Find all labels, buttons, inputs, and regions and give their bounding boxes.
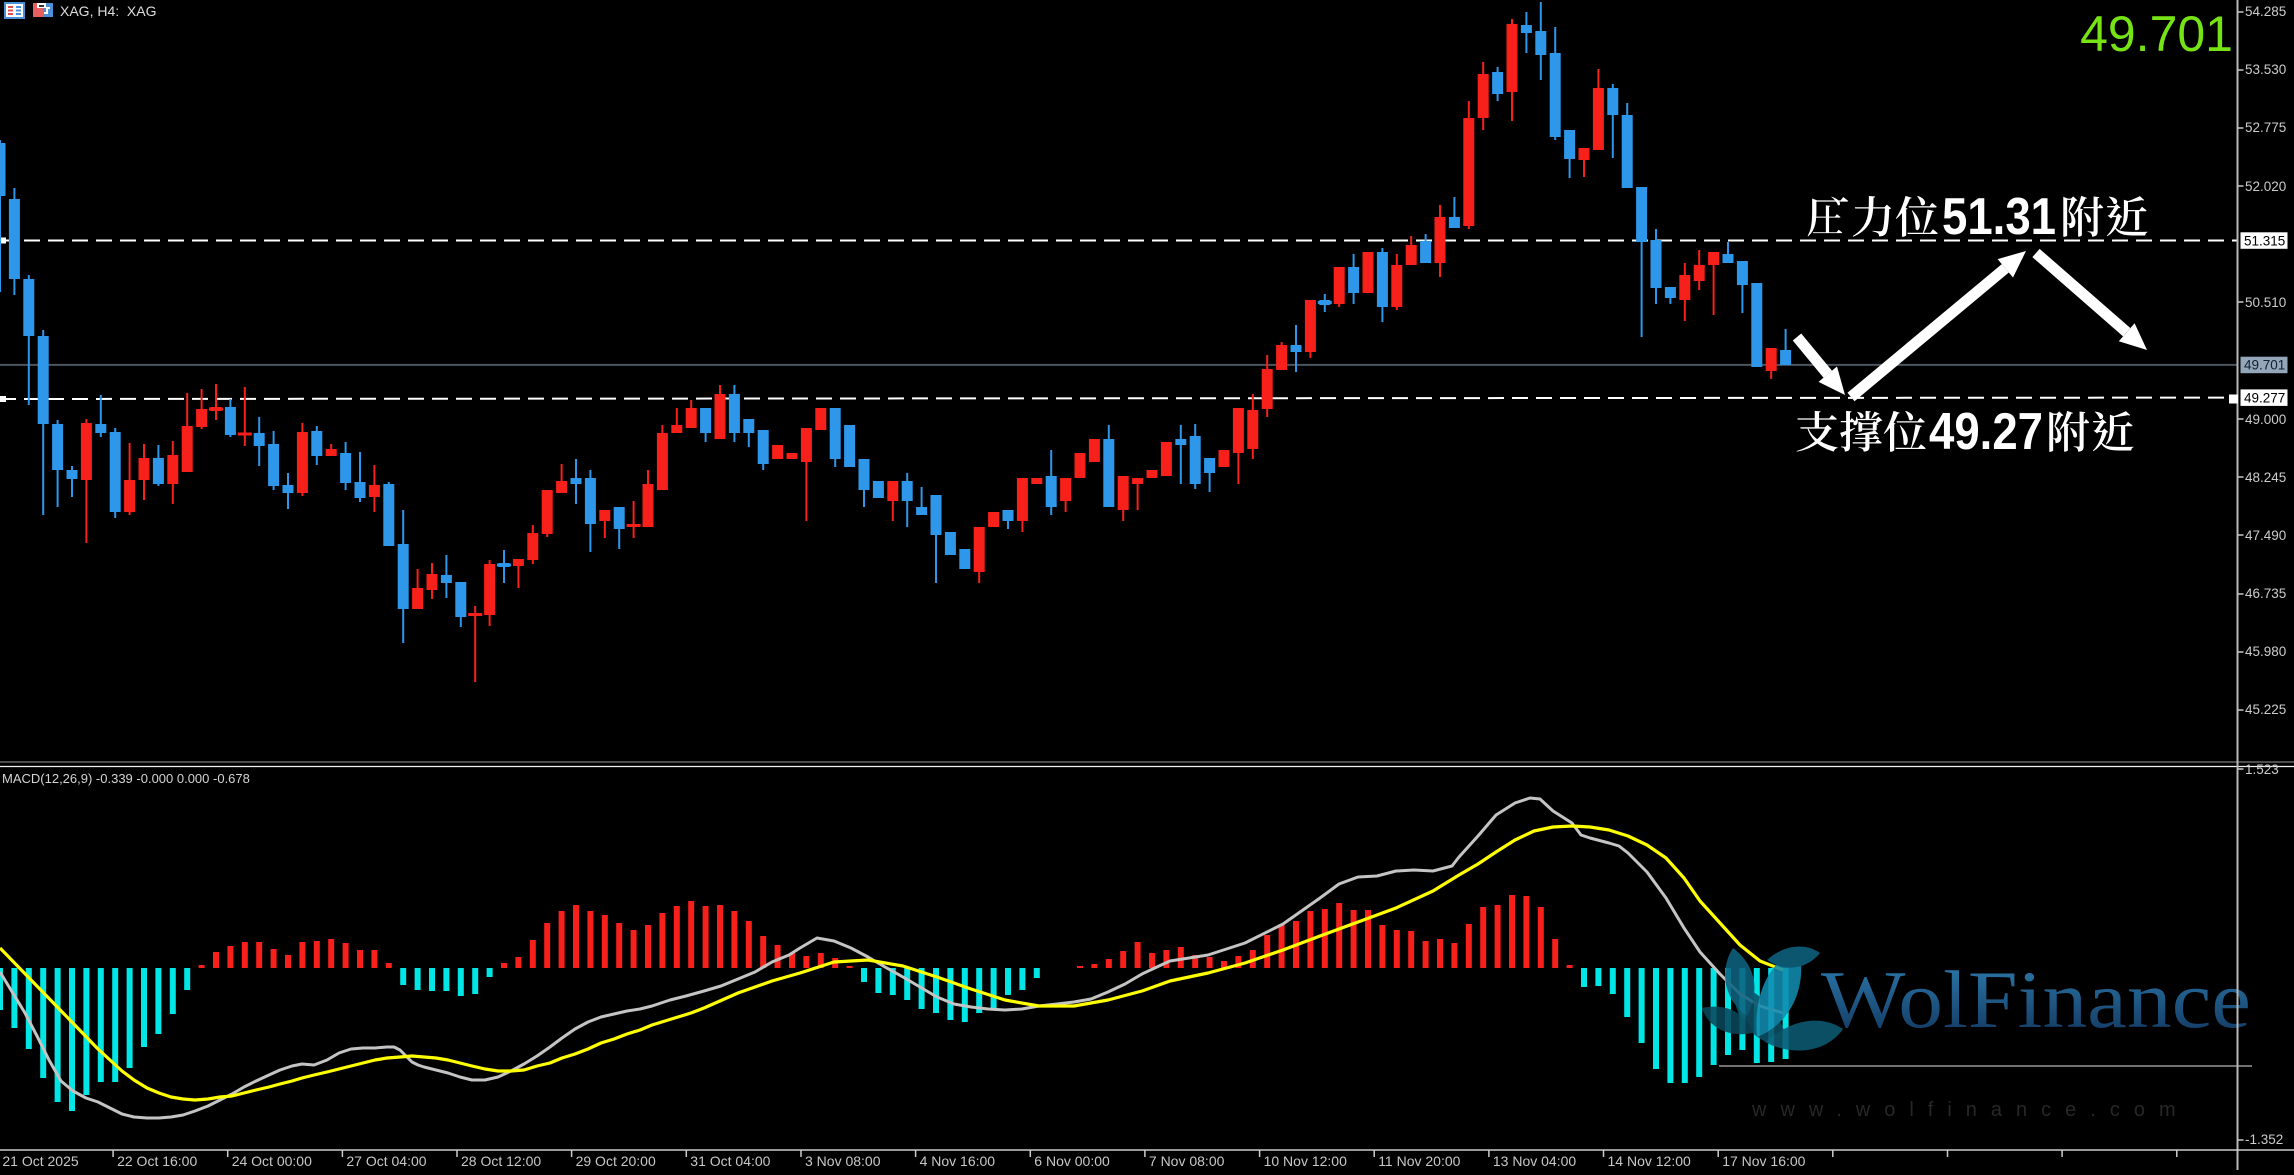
svg-text:10 Nov 12:00: 10 Nov 12:00 [1264,1153,1347,1169]
svg-text:52.020: 52.020 [2245,179,2286,194]
svg-text:7 Nov 08:00: 7 Nov 08:00 [1149,1153,1225,1169]
svg-text:-1.352: -1.352 [2245,1132,2283,1147]
svg-text:29 Oct 20:00: 29 Oct 20:00 [576,1153,656,1169]
svg-text:45.225: 45.225 [2245,702,2286,717]
svg-text:3 Nov 08:00: 3 Nov 08:00 [805,1153,881,1169]
svg-text:51.31: 51.31 [1942,188,2056,246]
svg-text:49.000: 49.000 [2245,412,2286,427]
svg-text:31 Oct 04:00: 31 Oct 04:00 [690,1153,770,1169]
svg-text:45.980: 45.980 [2245,644,2286,659]
svg-text:49.701: 49.701 [2244,358,2285,373]
svg-text:50.510: 50.510 [2245,295,2286,310]
svg-text:XAG, H4: XAG: XAG, H4: XAG [60,3,156,19]
svg-text:49.27: 49.27 [1929,403,2043,461]
svg-text:14 Nov 12:00: 14 Nov 12:00 [1608,1153,1691,1169]
svg-text:52.775: 52.775 [2245,120,2286,135]
svg-text:4 Nov 16:00: 4 Nov 16:00 [920,1153,996,1169]
svg-text:27 Oct 04:00: 27 Oct 04:00 [346,1153,426,1169]
svg-text:28 Oct 12:00: 28 Oct 12:00 [461,1153,541,1169]
svg-text:6 Nov 00:00: 6 Nov 00:00 [1034,1153,1110,1169]
svg-text:47.490: 47.490 [2245,528,2286,543]
svg-text:49.701: 49.701 [2080,6,2233,62]
svg-text:53.530: 53.530 [2245,62,2286,77]
svg-text:MACD(12,26,9) -0.339 -0.000 0.: MACD(12,26,9) -0.339 -0.000 0.000 -0.678 [2,771,250,786]
svg-text:54.285: 54.285 [2245,4,2286,19]
svg-text:48.245: 48.245 [2245,470,2286,485]
svg-text:46.735: 46.735 [2245,586,2286,601]
svg-text:51.315: 51.315 [2244,233,2285,248]
svg-text:11 Nov 20:00: 11 Nov 20:00 [1378,1153,1460,1169]
svg-text:22 Oct 16:00: 22 Oct 16:00 [117,1153,197,1169]
svg-text:21 Oct 2025: 21 Oct 2025 [2,1153,78,1169]
svg-text:WolFinance: WolFinance [1821,954,2251,1045]
svg-text:13 Nov 04:00: 13 Nov 04:00 [1493,1153,1576,1169]
svg-text:49.277: 49.277 [2244,390,2285,405]
svg-text:17 Nov 16:00: 17 Nov 16:00 [1722,1153,1805,1169]
svg-text:www.wolfinance.com: www.wolfinance.com [1751,1099,2190,1121]
svg-text:1.523: 1.523 [2245,762,2279,777]
svg-text:24 Oct 00:00: 24 Oct 00:00 [232,1153,312,1169]
